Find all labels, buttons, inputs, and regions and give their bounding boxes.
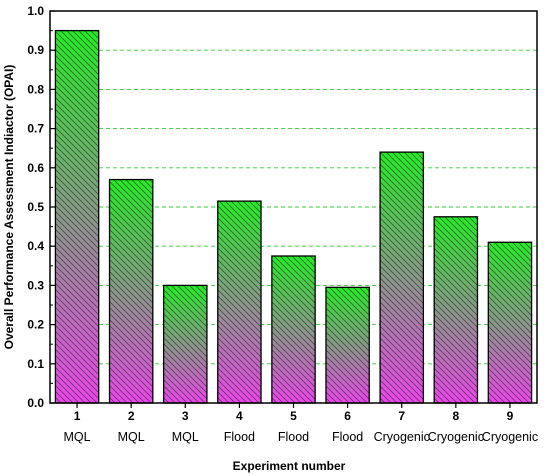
x-tick-label: 1 <box>74 409 81 423</box>
bar-outline <box>271 255 316 404</box>
x-axis-title: Experiment number <box>233 459 346 473</box>
bar-outline <box>54 29 100 404</box>
x-tick-label: 4 <box>236 409 243 423</box>
x-axis: 1 MQL 2 MQL 3 MQL 4 Flood 5 Flood 6 Flood 7 Cryogenic… <box>64 403 538 444</box>
x-category-label: MQL <box>64 430 91 444</box>
y-tick-label: 0.5 <box>27 200 44 214</box>
x-tick-label: 3 <box>182 409 189 423</box>
bar-3 <box>162 284 208 404</box>
bar-1 <box>54 29 100 404</box>
bar-outline <box>162 284 208 404</box>
x-category-label: Cryogenic <box>428 430 484 444</box>
x-tick-label: 5 <box>290 409 297 423</box>
y-tick-label: 0.0 <box>27 396 44 410</box>
y-tick-label: 0.3 <box>27 278 44 292</box>
bar-outline <box>487 241 533 404</box>
bar-4 <box>217 200 262 404</box>
y-tick-label: 0.4 <box>27 239 44 253</box>
y-tick-label: 0.1 <box>27 357 44 371</box>
x-category-label: MQL <box>172 430 199 444</box>
bar-7 <box>379 151 425 404</box>
bar-9 <box>487 241 533 404</box>
y-tick-label: 0.9 <box>27 43 44 57</box>
y-tick-label: 0.7 <box>27 122 44 136</box>
bar-6 <box>325 286 370 404</box>
x-tick-label: 2 <box>128 409 135 423</box>
x-tick-label: 7 <box>398 409 405 423</box>
bar-outline <box>217 200 262 404</box>
bar-8 <box>433 216 479 404</box>
bar-outline <box>433 216 479 404</box>
x-category-label: Cryogenic <box>374 430 430 444</box>
y-tick-label: 1.0 <box>27 4 44 18</box>
x-category-label: Flood <box>278 430 309 444</box>
y-axis-title: Overall Performance Assessment Indiactor… <box>2 65 16 350</box>
x-category-label: Flood <box>224 430 255 444</box>
bar-2 <box>108 178 154 404</box>
bar-outline <box>325 286 370 404</box>
x-category-label: Flood <box>332 430 363 444</box>
x-tick-label: 8 <box>452 409 459 423</box>
y-tick-label: 0.2 <box>27 318 44 332</box>
bars <box>54 29 533 404</box>
x-category-label: Cryogenic <box>482 430 538 444</box>
bar-outline <box>379 151 425 404</box>
y-tick-label: 0.6 <box>27 161 44 175</box>
y-axis: 0.0 0.1 0.2 0.3 0.4 0.5 0.6 0.7 0.8 0.9 1.0 <box>27 4 55 410</box>
x-tick-label: 6 <box>344 409 351 423</box>
bar-outline <box>108 178 154 404</box>
x-tick-label: 9 <box>507 409 514 423</box>
y-tick-label: 0.8 <box>27 82 44 96</box>
bar-5 <box>271 255 316 404</box>
x-category-label: MQL <box>118 430 145 444</box>
